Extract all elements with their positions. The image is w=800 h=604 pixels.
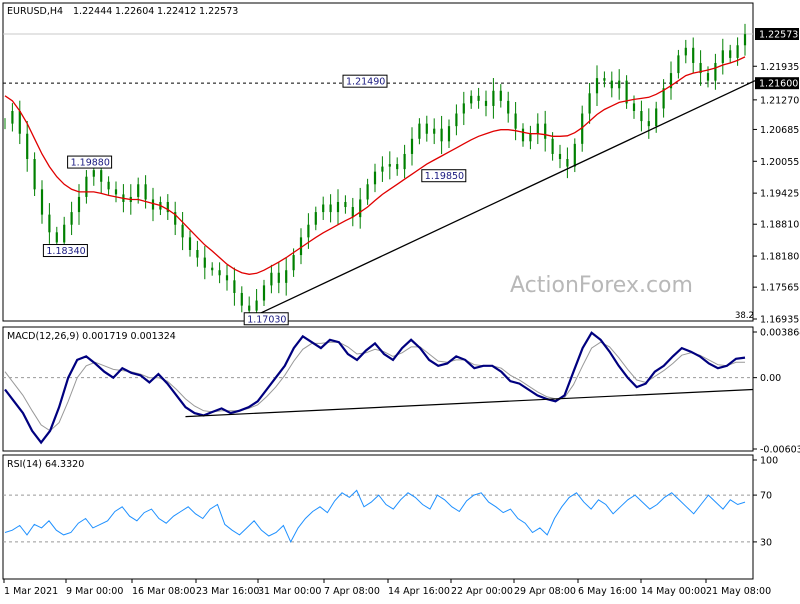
macd-tick-label: 0.003864 <box>760 328 800 339</box>
x-tick-label: 14 May 00:00 <box>641 586 706 597</box>
price-annotation: 1.19850 <box>425 171 464 182</box>
x-tick-label: 9 Mar 00:00 <box>66 586 123 597</box>
watermark-text: ActionForex.com <box>510 273 693 298</box>
x-tick-label: 6 May 16:00 <box>578 586 637 597</box>
rsi-tick-label: 30 <box>760 537 772 548</box>
rsi-line <box>4 489 746 544</box>
x-tick-label: 22 Apr 00:00 <box>451 586 513 597</box>
price-tick-label: 1.18810 <box>760 220 799 231</box>
price-tick-label: 1.16935 <box>760 315 799 326</box>
x-tick-label: 14 Apr 16:00 <box>388 586 450 597</box>
x-tick-label: 23 Mar 16:00 <box>196 586 259 597</box>
ohlc-value: 1.22604 <box>115 6 154 17</box>
current-price-label: 1.22573 <box>759 30 798 41</box>
price-tick-label: 1.21935 <box>760 62 799 73</box>
ohlc-value: 1.22573 <box>199 6 238 17</box>
current-price-box <box>755 28 799 41</box>
macd-main-line <box>4 331 746 445</box>
chart-marks: 1.21935 1.21270 1.20685 1.20055 1.19425 1.188… <box>3 23 800 597</box>
price-tick-label: 1.20685 <box>760 125 799 136</box>
price-annotation-box <box>67 155 113 169</box>
macd-label: MACD(12,26,9) 0.001719 0.001324 <box>7 331 176 342</box>
price-annotation-box <box>243 312 289 326</box>
price-annotation-box <box>42 244 88 258</box>
x-tick-label: 16 Mar 08:00 <box>132 586 195 597</box>
rsi-tick-label: 100 <box>760 456 778 467</box>
level-label-box <box>755 77 799 90</box>
x-tick-label: 1 Mar 2021 <box>4 586 58 597</box>
moving-average-line <box>4 56 746 275</box>
price-tick-label: 1.18180 <box>760 252 799 263</box>
price-annotation: 1.21490 <box>346 77 385 88</box>
price-trendline <box>243 80 756 322</box>
rsi-panel <box>2 454 754 580</box>
fib-label: 38.2 <box>735 311 754 321</box>
price-tick-label: 1.17565 <box>760 283 799 294</box>
ohlc-value: 1.22444 <box>73 6 112 17</box>
symbol-label: EURUSD,H4 <box>7 6 63 17</box>
price-annotation: 1.17030 <box>247 314 286 325</box>
macd-tick-label: -0.006038 <box>760 445 800 456</box>
macd-trendline <box>185 388 754 418</box>
x-tick-label: 7 Apr 08:00 <box>324 586 380 597</box>
ohlc-header: 1.22444 1.22604 1.22412 1.22573 <box>73 6 238 17</box>
price-tick-label: 1.19425 <box>760 189 799 200</box>
price-annotation-box <box>342 74 388 88</box>
rsi-label: RSI(14) 64.3320 <box>7 459 84 470</box>
level-label: 1.21600 <box>759 79 798 90</box>
x-tick-label: 31 Mar 00:00 <box>258 586 321 597</box>
x-tick-label: 21 May 08:00 <box>706 586 771 597</box>
price-annotation: 1.19880 <box>71 158 110 169</box>
price-tick-label: 1.20055 <box>760 157 799 168</box>
macd-tick-label: 0.00 <box>760 373 781 384</box>
price-panel <box>2 2 754 322</box>
rsi-tick-label: 70 <box>760 491 772 502</box>
ohlc-value: 1.22412 <box>157 6 196 17</box>
price-annotation: 1.18340 <box>46 246 85 257</box>
x-tick-label: 29 Apr 08:00 <box>514 586 576 597</box>
price-tick-label: 1.21270 <box>760 95 799 106</box>
price-annotation-box <box>421 169 467 183</box>
